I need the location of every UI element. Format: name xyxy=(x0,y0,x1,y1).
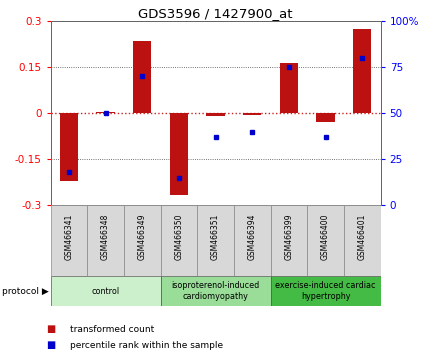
Text: control: control xyxy=(92,287,120,296)
Bar xyxy=(197,205,234,276)
Text: GSM466401: GSM466401 xyxy=(358,214,367,261)
Bar xyxy=(133,41,151,113)
Bar xyxy=(243,113,261,115)
Text: GSM466349: GSM466349 xyxy=(138,214,147,261)
Bar xyxy=(161,205,197,276)
Bar xyxy=(51,276,161,306)
Bar xyxy=(271,276,381,306)
Text: GSM466341: GSM466341 xyxy=(64,214,73,261)
Text: percentile rank within the sample: percentile rank within the sample xyxy=(70,341,224,350)
Text: GSM466394: GSM466394 xyxy=(248,214,257,261)
Text: protocol ▶: protocol ▶ xyxy=(2,287,49,296)
Bar xyxy=(60,113,78,181)
Bar xyxy=(170,113,188,195)
Bar xyxy=(280,63,298,113)
Text: GSM466348: GSM466348 xyxy=(101,214,110,261)
Bar xyxy=(87,205,124,276)
Text: GSM466400: GSM466400 xyxy=(321,214,330,261)
Bar xyxy=(161,276,271,306)
Text: ■: ■ xyxy=(46,340,55,350)
Bar xyxy=(271,205,307,276)
Bar xyxy=(206,113,225,116)
Text: GSM466399: GSM466399 xyxy=(284,214,293,261)
Bar xyxy=(353,29,371,113)
Text: isoproterenol-induced
cardiomyopathy: isoproterenol-induced cardiomyopathy xyxy=(172,281,260,301)
Bar xyxy=(234,205,271,276)
Text: GSM466351: GSM466351 xyxy=(211,214,220,261)
Bar xyxy=(51,205,87,276)
Text: transformed count: transformed count xyxy=(70,325,154,334)
Bar xyxy=(316,113,335,122)
Text: exercise-induced cardiac
hypertrophy: exercise-induced cardiac hypertrophy xyxy=(275,281,376,301)
Title: GDS3596 / 1427900_at: GDS3596 / 1427900_at xyxy=(138,7,293,20)
Bar xyxy=(96,112,115,113)
Bar xyxy=(124,205,161,276)
Bar xyxy=(344,205,381,276)
Text: GSM466350: GSM466350 xyxy=(174,214,183,261)
Text: ■: ■ xyxy=(46,324,55,334)
Bar xyxy=(307,205,344,276)
